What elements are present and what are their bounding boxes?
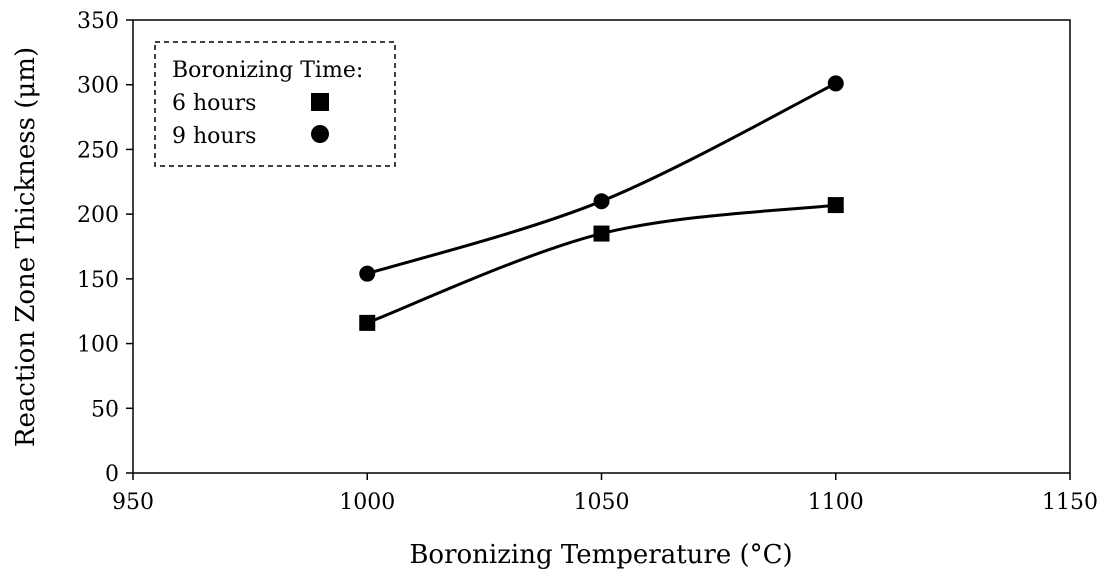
legend-label-6-hours: 6 hours <box>172 91 256 116</box>
y-tick-label: 0 <box>105 462 119 487</box>
x-axis-title: Boronizing Temperature (°C) <box>409 540 792 570</box>
x-tick-label: 1100 <box>808 490 864 515</box>
y-axis-ticks: 0 50 100 150 200 250 300 350 <box>77 9 133 487</box>
legend: Boronizing Time: 6 hours 9 hours <box>154 41 396 167</box>
x-tick-label: 1150 <box>1042 490 1098 515</box>
series-group <box>359 75 844 331</box>
x-tick-label: 1000 <box>339 490 395 515</box>
data-point-square <box>827 197 844 214</box>
y-tick-label: 250 <box>77 138 119 163</box>
legend-box <box>154 41 396 167</box>
data-point-circle <box>359 265 376 282</box>
legend-label-9-hours: 9 hours <box>172 124 256 149</box>
x-tick-label: 950 <box>112 490 154 515</box>
data-point-circle <box>827 75 844 92</box>
legend-circle-marker <box>311 125 329 143</box>
y-axis-title: Reaction Zone Thickness (μm) <box>11 47 41 447</box>
y-tick-label: 300 <box>77 74 119 99</box>
x-tick-label: 1050 <box>574 490 630 515</box>
data-point-square <box>593 225 610 242</box>
data-point-circle <box>593 193 610 210</box>
legend-title: Boronizing Time: <box>172 58 363 83</box>
legend-square-marker <box>311 93 329 111</box>
series-line-6-hours <box>366 203 836 325</box>
y-tick-label: 200 <box>77 203 119 228</box>
y-tick-label: 150 <box>77 268 119 293</box>
series-line-9-hours <box>366 82 837 276</box>
data-point-square <box>359 314 376 331</box>
y-tick-label: 100 <box>77 333 119 358</box>
y-tick-label: 50 <box>91 397 119 422</box>
y-tick-label: 350 <box>77 9 119 34</box>
x-axis-ticks: 950 1000 1050 1100 1150 <box>112 473 1098 515</box>
